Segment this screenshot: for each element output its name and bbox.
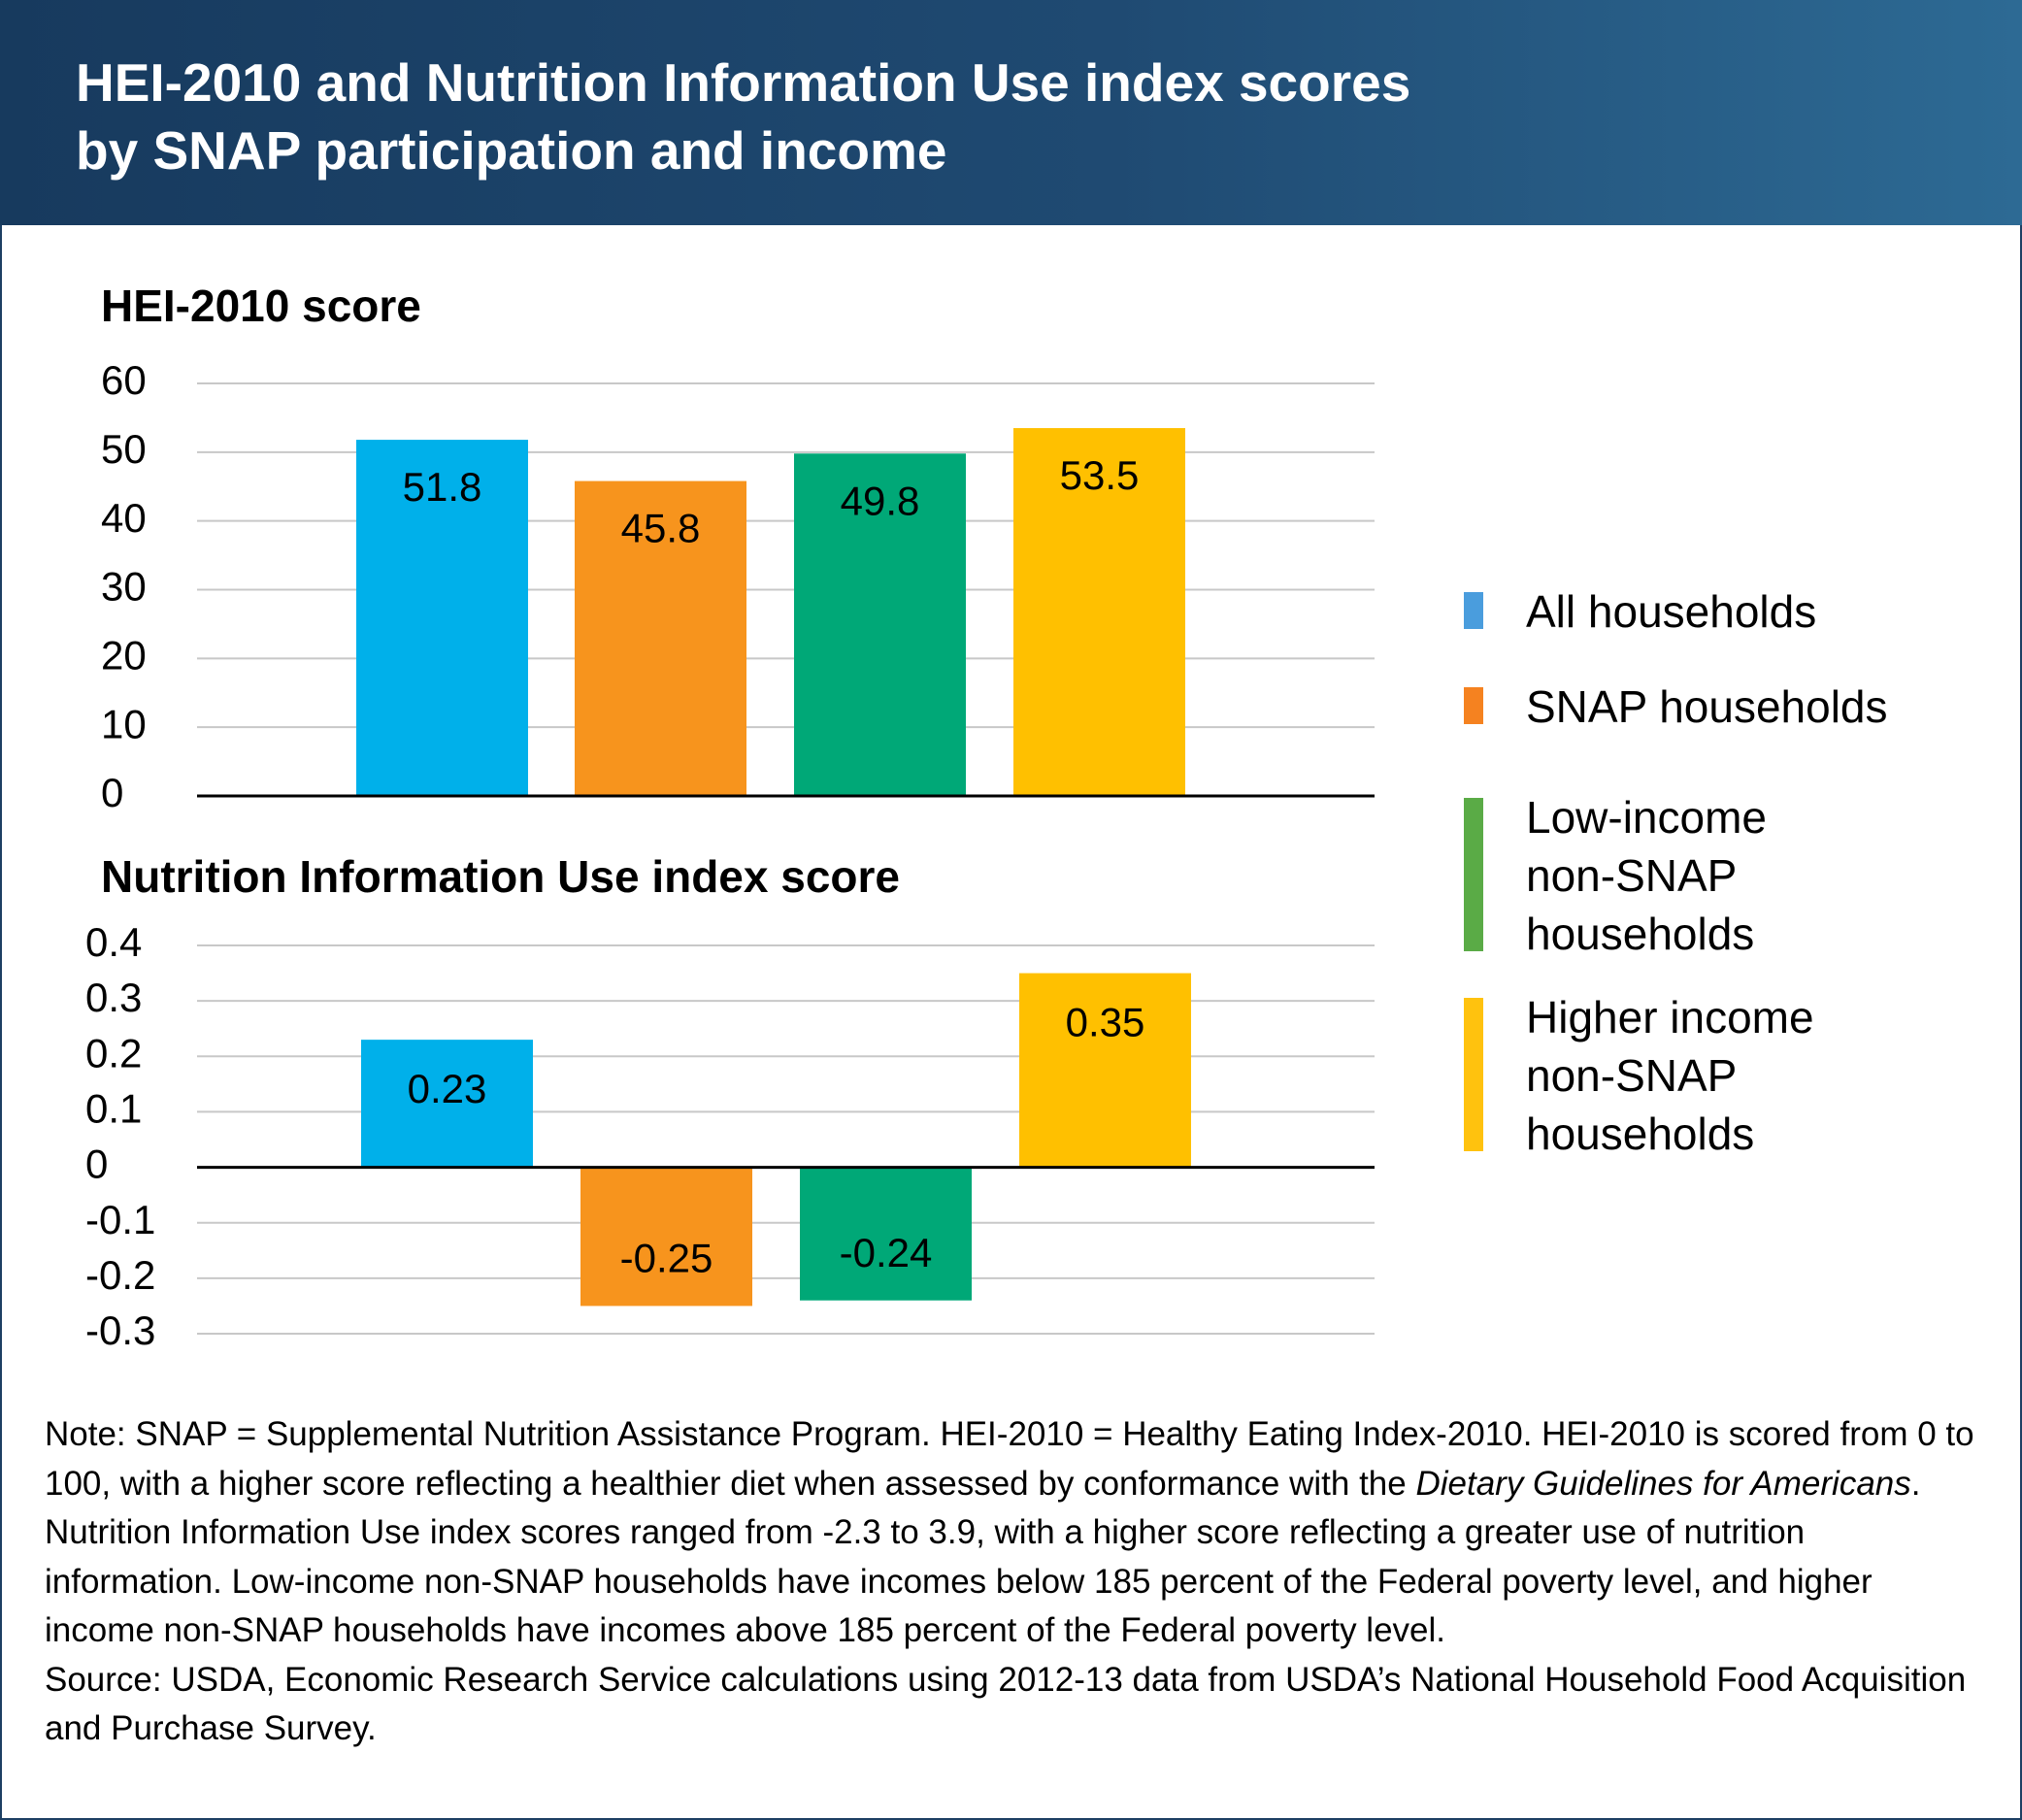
niu-data-label: -0.24 — [840, 1230, 933, 1275]
hei-bar-snap-households — [575, 480, 746, 796]
note-text: Note: SNAP = Supplemental Nutrition Assi… — [45, 1410, 1976, 1754]
hei-y-tick-label: 20 — [101, 632, 147, 678]
hei-y-tick-label: 10 — [101, 701, 147, 746]
niu-bar-snap-households — [580, 1167, 752, 1307]
hei-bar-low-income-non-snap-households — [794, 453, 966, 796]
niu-y-tick-label: 0.2 — [85, 1030, 142, 1075]
niu-y-tick-label: -0.2 — [85, 1252, 155, 1298]
figure-title: HEI-2010 and Nutrition Information Use i… — [76, 49, 1920, 184]
niu-y-tick-label: 0.3 — [85, 975, 142, 1020]
title-banner: HEI-2010 and Nutrition Information Use i… — [0, 0, 2022, 225]
niu-bar-all-households — [361, 1040, 533, 1168]
legend-swatch — [1464, 592, 1483, 629]
niu-data-label: 0.35 — [1066, 1000, 1145, 1045]
niu-bar-chart: 0.4 0.3 0.2 0.1 0 -0.1 -0.2 -0.3 0.23 -0.25 -0.24 0… — [85, 919, 1375, 1353]
hei-chart-title: HEI-2010 score — [101, 281, 421, 331]
hei-bar-all-households — [356, 440, 528, 796]
hei-y-tick-label: 30 — [101, 564, 147, 610]
niu-bar-higher-income-non-snap-households — [1019, 973, 1191, 1168]
legend-label: SNAP households — [1526, 681, 1888, 732]
legend-label: Low-income non-SNAP households — [1526, 792, 1767, 959]
legend-label: All households — [1526, 586, 1817, 637]
niu-bar-low-income-non-snap-households — [800, 1167, 972, 1301]
niu-y-tick-label: -0.1 — [85, 1197, 155, 1242]
figure-title-line-2: by SNAP participation and income — [76, 120, 947, 181]
source-text: Source: USDA, Economic Research Service … — [45, 1660, 1967, 1748]
legend-swatch — [1464, 687, 1483, 724]
niu-y-tick-label: 0 — [85, 1142, 108, 1187]
niu-data-label: -0.25 — [620, 1236, 713, 1281]
niu-y-tick-label: 0.1 — [85, 1086, 142, 1132]
legend-swatch — [1464, 798, 1483, 951]
hei-data-label: 45.8 — [621, 506, 701, 551]
niu-chart-title: Nutrition Information Use index score — [101, 851, 900, 902]
note-italic-title: Dietary Guidelines for Americans — [1415, 1464, 1911, 1503]
hei-bar-chart: 0 10 20 30 40 50 60 51.8 45.8 49.8 53.5 — [101, 357, 1375, 815]
niu-y-tick-label: -0.3 — [85, 1307, 155, 1353]
niu-data-label: 0.23 — [408, 1066, 487, 1111]
hei-data-label: 49.8 — [841, 478, 920, 523]
note-text-part-1: Note: SNAP = Supplemental Nutrition Assi… — [45, 1415, 1974, 1503]
niu-y-tick-label: 0.4 — [85, 919, 142, 965]
hei-data-label: 53.5 — [1060, 452, 1140, 498]
note-text-part-2: . Nutrition Information Use index scores… — [45, 1464, 1921, 1650]
hei-y-tick-label: 0 — [101, 770, 123, 815]
note-paragraph: Note: SNAP = Supplemental Nutrition Assi… — [45, 1410, 1976, 1656]
legend-swatch — [1464, 998, 1483, 1151]
legend-label: Higher income non-SNAP households — [1526, 992, 1814, 1159]
hei-y-tick-label: 60 — [101, 357, 147, 403]
figure-title-line-1: HEI-2010 and Nutrition Information Use i… — [76, 52, 1411, 113]
hei-bar-higher-income-non-snap-households — [1013, 428, 1185, 796]
hei-y-tick-label: 50 — [101, 426, 147, 472]
hei-y-tick-label: 40 — [101, 495, 147, 541]
hei-data-label: 51.8 — [403, 464, 482, 510]
